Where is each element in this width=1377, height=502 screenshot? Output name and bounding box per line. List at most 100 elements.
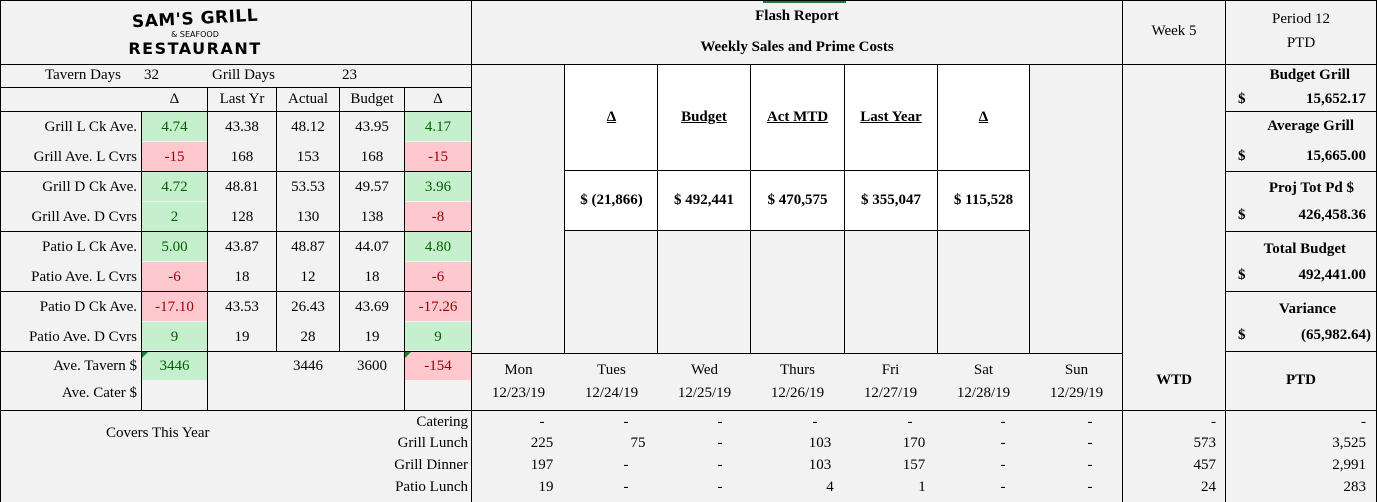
- covers-cell[interactable]: -: [1000, 458, 1006, 473]
- metric-actual-cell[interactable]: 12: [300, 269, 316, 285]
- proj-tot-pd-value[interactable]: 426,458.36: [1298, 208, 1367, 223]
- covers-ptd-cell[interactable]: -: [1361, 415, 1366, 430]
- covers-cell[interactable]: 1: [918, 480, 926, 495]
- metric-delta-cell[interactable]: -17.26: [405, 292, 471, 321]
- metric-delta-cell[interactable]: 4.74: [142, 112, 207, 141]
- covers-wtd-cell[interactable]: -: [1211, 415, 1216, 430]
- metric-delta-cell[interactable]: -8: [405, 202, 471, 231]
- metric-delta-cell[interactable]: -15: [142, 142, 207, 171]
- metric-budget-cell[interactable]: 168: [360, 149, 384, 165]
- summary-value-budget[interactable]: $ 492,441: [674, 193, 734, 208]
- covers-wtd-cell[interactable]: 24: [1201, 480, 1216, 495]
- covers-cell[interactable]: -: [623, 415, 629, 430]
- metric-actual-cell[interactable]: 48.87: [291, 239, 325, 255]
- covers-cell[interactable]: 19: [538, 480, 554, 495]
- metric-delta-cell[interactable]: 9: [142, 322, 207, 350]
- covers-cell[interactable]: -: [1000, 436, 1006, 451]
- metric-last-yr-cell[interactable]: 48.81: [225, 179, 259, 195]
- metric-delta-cell[interactable]: -17.10: [142, 292, 207, 321]
- covers-cell[interactable]: -: [907, 415, 913, 430]
- covers-ptd-cell[interactable]: 283: [1343, 480, 1367, 495]
- average-grill-label: Average Grill: [1267, 119, 1354, 134]
- summary-value-last-year[interactable]: $ 355,047: [861, 193, 921, 208]
- covers-cell[interactable]: 225: [530, 436, 554, 451]
- covers-cell[interactable]: -: [1000, 415, 1006, 430]
- metric-actual-cell[interactable]: 26.43: [291, 299, 325, 315]
- total-budget-label: Total Budget: [1263, 242, 1346, 257]
- summary-value-delta-2[interactable]: $ 115,528: [953, 193, 1014, 208]
- covers-ptd-cell[interactable]: 3,525: [1332, 436, 1366, 451]
- covers-cell[interactable]: 103: [808, 458, 832, 473]
- covers-cell[interactable]: 103: [808, 436, 832, 451]
- variance-value[interactable]: (65,982.64): [1301, 328, 1371, 343]
- metric-budget-cell[interactable]: 43.69: [355, 299, 389, 315]
- metric-delta-cell[interactable]: 4.17: [405, 112, 471, 141]
- covers-cell[interactable]: -: [1087, 415, 1093, 430]
- covers-cell[interactable]: 75: [630, 436, 646, 451]
- title-selection-mark: [763, 0, 846, 3]
- metric-budget-cell[interactable]: 44.07: [355, 239, 389, 255]
- covers-cell[interactable]: -: [623, 480, 629, 495]
- tavern-delta-cell[interactable]: 3446: [142, 352, 207, 380]
- metric-last-yr-cell[interactable]: 19: [234, 329, 250, 345]
- covers-wtd-cell[interactable]: 573: [1193, 436, 1217, 451]
- metric-delta-cell[interactable]: 4.80: [405, 232, 471, 261]
- budget-grill-label: Budget Grill: [1269, 68, 1350, 83]
- metric-last-yr-cell[interactable]: 43.87: [225, 239, 259, 255]
- summary-header-delta-1: Δ: [606, 110, 617, 125]
- average-grill-value[interactable]: 15,665.00: [1306, 149, 1366, 164]
- metric-last-yr-cell[interactable]: 43.38: [225, 119, 259, 135]
- metric-budget-cell[interactable]: 18: [364, 269, 380, 285]
- metric-actual-cell[interactable]: 153: [296, 149, 320, 165]
- budget-grill-value[interactable]: 15,652.17: [1306, 92, 1366, 107]
- metric-delta-cell[interactable]: -6: [142, 262, 207, 291]
- covers-cell[interactable]: -: [717, 458, 723, 473]
- covers-cell[interactable]: -: [539, 415, 545, 430]
- covers-cell[interactable]: -: [1000, 480, 1006, 495]
- covers-cell[interactable]: -: [1087, 436, 1093, 451]
- variance-currency: $: [1238, 328, 1246, 343]
- summary-value-delta-1[interactable]: $ (21,866): [580, 193, 643, 208]
- metric-delta-cell[interactable]: 3.96: [405, 172, 471, 201]
- metric-delta-cell[interactable]: -6: [405, 262, 471, 291]
- day-date: 12/23/19: [491, 386, 546, 401]
- metric-last-yr-cell[interactable]: 128: [230, 209, 254, 225]
- covers-cell[interactable]: 197: [530, 458, 554, 473]
- covers-cell[interactable]: -: [623, 458, 629, 473]
- total-budget-value[interactable]: 492,441.00: [1298, 268, 1367, 283]
- covers-cell[interactable]: -: [1087, 480, 1093, 495]
- metric-budget-cell[interactable]: 49.57: [355, 179, 389, 195]
- metric-actual-cell[interactable]: 53.53: [291, 179, 325, 195]
- covers-wtd-cell[interactable]: 457: [1193, 458, 1217, 473]
- covers-cell[interactable]: -: [717, 480, 723, 495]
- covers-ptd-cell[interactable]: 2,991: [1332, 458, 1366, 473]
- metric-delta-cell[interactable]: 4.72: [142, 172, 207, 201]
- metric-last-yr-cell[interactable]: 43.53: [225, 299, 259, 315]
- metric-actual-cell[interactable]: 130: [296, 209, 320, 225]
- metric-last-yr-cell[interactable]: 18: [234, 269, 250, 285]
- metric-actual-cell[interactable]: 48.12: [291, 119, 325, 135]
- metric-delta-cell[interactable]: 5.00: [142, 232, 207, 261]
- metric-label: Grill Ave. L Cvrs: [33, 149, 137, 165]
- metric-actual-cell[interactable]: 28: [300, 329, 316, 345]
- covers-cell[interactable]: 170: [902, 436, 926, 451]
- covers-cell[interactable]: -: [717, 415, 723, 430]
- tavern-budget-cell[interactable]: 3600: [357, 358, 387, 374]
- metric-delta-cell[interactable]: -15: [405, 142, 471, 171]
- covers-cell[interactable]: -: [1087, 458, 1093, 473]
- metric-label: Patio D Ck Ave.: [39, 299, 137, 315]
- metric-budget-cell[interactable]: 43.95: [355, 119, 389, 135]
- covers-cell[interactable]: 157: [902, 458, 926, 473]
- covers-cell[interactable]: 4: [826, 480, 834, 495]
- summary-value-act-mtd[interactable]: $ 470,575: [767, 193, 828, 208]
- metric-budget-cell[interactable]: 138: [360, 209, 384, 225]
- covers-cell[interactable]: -: [717, 436, 723, 451]
- metric-delta-cell[interactable]: 2: [142, 202, 207, 231]
- tavern-delta-cell[interactable]: -154: [405, 352, 471, 380]
- covers-cell[interactable]: -: [812, 415, 818, 430]
- metric-budget-cell[interactable]: 19: [364, 329, 380, 345]
- tavern-actual-cell[interactable]: 3446: [293, 358, 323, 374]
- metric-last-yr-cell[interactable]: 168: [230, 149, 254, 165]
- metric-delta-cell[interactable]: 9: [405, 322, 471, 350]
